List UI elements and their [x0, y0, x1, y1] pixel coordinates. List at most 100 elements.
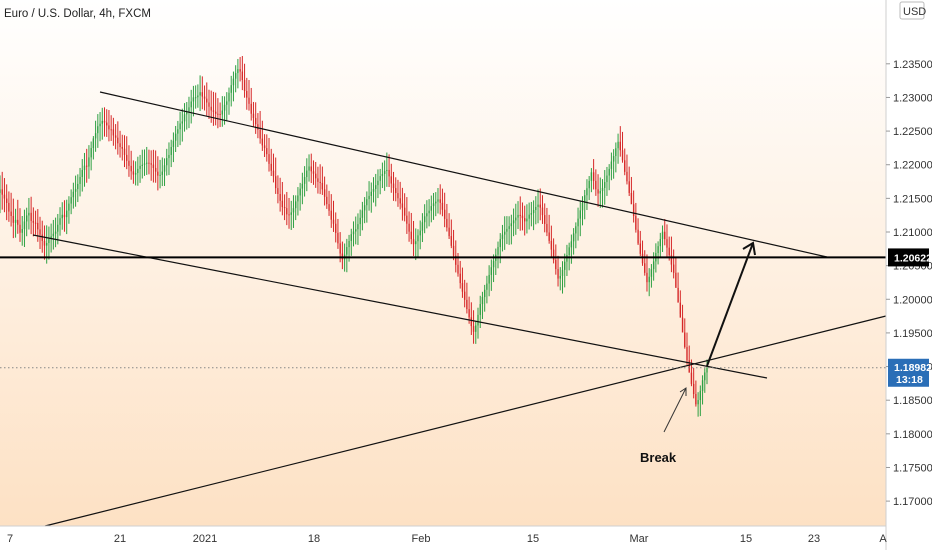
- candle-body: [630, 192, 633, 205]
- candle-body: [179, 123, 181, 130]
- candle-body: [79, 176, 81, 184]
- candle-body: [377, 180, 379, 186]
- price-tick-label: 1.17000: [893, 496, 932, 508]
- candle-body: [610, 161, 613, 169]
- candle-body: [581, 203, 584, 211]
- candle-body: [412, 239, 415, 245]
- currency-box[interactable]: [899, 1, 925, 20]
- candle-body: [697, 400, 699, 405]
- candle-body: [99, 123, 101, 127]
- candle-body: [695, 394, 697, 405]
- candle-body: [406, 215, 408, 224]
- candle-body: [644, 263, 646, 273]
- candle-body: [279, 193, 281, 201]
- candle-body: [61, 214, 63, 219]
- candle-body: [323, 189, 326, 197]
- candle-body: [586, 188, 588, 196]
- candle-body: [157, 171, 159, 176]
- candle-body: [161, 171, 163, 175]
- candle-body: [570, 241, 573, 248]
- candle-body: [363, 205, 366, 211]
- candle-body: [399, 198, 401, 204]
- projection-arrow[interactable]: [706, 242, 754, 367]
- candle-body: [684, 332, 686, 348]
- candle-body: [555, 259, 557, 270]
- candle-body: [597, 189, 599, 194]
- candle-body: [5, 198, 8, 203]
- candle-body: [517, 214, 519, 218]
- candle-body: [119, 143, 121, 148]
- candle-body: [599, 191, 601, 194]
- candle-body: [390, 176, 392, 184]
- candle-body: [692, 383, 695, 395]
- time-axis-panel: [0, 526, 886, 550]
- candle-body: [397, 193, 399, 199]
- candle-body: [648, 276, 650, 283]
- candle-body: [617, 141, 619, 149]
- candle-body: [208, 102, 210, 107]
- candle-body: [501, 234, 504, 240]
- candle-body: [199, 92, 201, 96]
- candle-body: [8, 202, 10, 212]
- candle-body: [428, 210, 430, 214]
- time-tick-label: 15: [527, 533, 539, 545]
- candle-body: [97, 126, 99, 134]
- candle-body: [186, 112, 188, 115]
- candle-body: [530, 213, 533, 215]
- candle-body: [126, 154, 128, 161]
- candle-body: [168, 154, 170, 159]
- candle-body: [141, 164, 143, 166]
- candle-body: [486, 283, 488, 290]
- candle-body: [174, 133, 177, 141]
- break-pointer-arrow-head: [679, 387, 687, 396]
- candle-body: [114, 135, 117, 138]
- candle-body: [330, 210, 332, 220]
- candle-body: [535, 206, 537, 210]
- candle-body: [50, 236, 52, 240]
- currency-label: USD: [903, 6, 926, 18]
- candle-body: [237, 69, 239, 74]
- candle-body: [297, 195, 299, 202]
- candle-body: [230, 85, 232, 93]
- candle-body: [601, 187, 604, 192]
- candle-body: [288, 214, 290, 216]
- upper-trendline[interactable]: [99, 91, 828, 258]
- candle-body: [463, 291, 466, 300]
- candle-body: [221, 110, 224, 115]
- candle-body: [241, 71, 244, 81]
- candle-body: [248, 97, 250, 104]
- candle-body: [39, 229, 41, 235]
- candle-body: [395, 188, 397, 194]
- candle-body: [546, 223, 548, 233]
- candle-body: [94, 133, 97, 139]
- candle-body: [608, 168, 610, 176]
- candle-body: [123, 148, 126, 155]
- candle-body: [459, 273, 461, 284]
- candle-body: [139, 165, 141, 169]
- candle-body: [0, 189, 1, 193]
- candle-body: [308, 166, 310, 171]
- candle-body: [675, 272, 677, 288]
- candle-body: [106, 122, 108, 126]
- candle-body: [370, 191, 372, 196]
- candle-body: [492, 260, 495, 268]
- candle-body: [366, 199, 368, 206]
- candle-body: [455, 255, 457, 265]
- candle-body: [668, 247, 670, 256]
- candle-body: [641, 253, 644, 264]
- candle-body: [701, 380, 704, 391]
- candle-body: [577, 218, 579, 227]
- rising-support-line[interactable]: [44, 315, 887, 527]
- candle-body: [170, 146, 172, 155]
- candle-body: [310, 166, 312, 172]
- candle-body: [108, 125, 110, 130]
- candle-body: [479, 304, 481, 315]
- candle-body: [524, 218, 526, 222]
- candle-body: [70, 197, 72, 204]
- candle-body: [234, 73, 237, 79]
- lower-trendline[interactable]: [32, 234, 768, 379]
- candle-body: [381, 173, 384, 177]
- candle-body: [219, 113, 221, 115]
